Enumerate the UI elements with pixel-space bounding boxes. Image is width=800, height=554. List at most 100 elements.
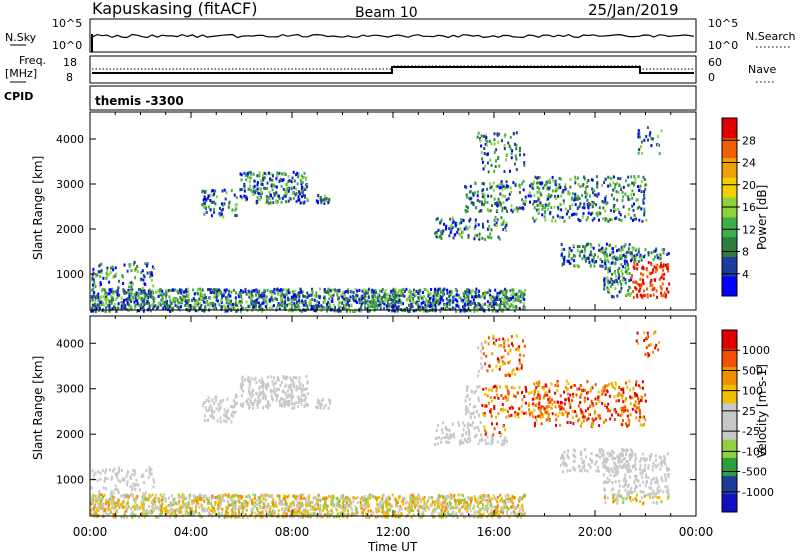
- echo-point: [248, 176, 250, 179]
- echo-point: [510, 506, 512, 509]
- echo-point: [598, 244, 600, 247]
- echo-point: [259, 171, 261, 174]
- echo-point: [647, 126, 649, 129]
- echo-point: [342, 502, 344, 505]
- echo-point: [293, 186, 295, 189]
- echo-point: [490, 195, 492, 198]
- echo-point: [213, 208, 215, 211]
- echo-point: [437, 289, 439, 292]
- echo-point: [283, 188, 285, 191]
- echo-point: [101, 503, 103, 506]
- echo-point: [628, 286, 630, 289]
- echo-point: [398, 495, 400, 498]
- echo-point: [245, 178, 247, 181]
- colorbar-tick-label: 20: [742, 179, 756, 192]
- echo-point: [211, 509, 213, 512]
- echo-point: [548, 193, 550, 196]
- echo-point: [389, 303, 391, 306]
- echo-point: [196, 496, 198, 499]
- echo-point: [574, 193, 576, 196]
- echo-point: [341, 295, 343, 298]
- echo-point: [597, 214, 599, 217]
- echo-point: [656, 264, 658, 267]
- echo-point: [636, 294, 638, 297]
- echo-point: [276, 288, 278, 291]
- echo-point: [486, 140, 488, 143]
- echo-point: [616, 190, 618, 193]
- echo-point: [648, 261, 650, 264]
- echo-point: [294, 180, 296, 183]
- nave-tick-top: 60: [708, 56, 722, 69]
- echo-point: [489, 296, 491, 299]
- echo-point: [538, 212, 540, 215]
- echo-point: [362, 511, 364, 514]
- echo-point: [200, 290, 202, 293]
- echo-point: [620, 290, 622, 293]
- echo-point: [132, 283, 134, 286]
- echo-point: [633, 203, 635, 206]
- echo-point: [211, 291, 213, 294]
- echo-point: [637, 185, 639, 188]
- echo-point: [551, 220, 553, 223]
- echo-point: [590, 265, 592, 268]
- echo-point: [331, 498, 333, 501]
- echo-point: [568, 260, 570, 263]
- echo-point: [422, 505, 424, 508]
- echo-point: [620, 283, 622, 286]
- echo-point: [242, 511, 244, 514]
- echo-point: [605, 267, 607, 270]
- echo-point: [659, 278, 661, 281]
- echo-point: [638, 189, 640, 192]
- echo-point: [293, 293, 295, 296]
- echo-point: [489, 159, 491, 162]
- echo-point: [303, 497, 305, 500]
- echo-point: [499, 193, 501, 196]
- echo-point: [614, 217, 616, 220]
- echo-point: [382, 301, 384, 304]
- echo-point: [114, 303, 116, 306]
- echo-point: [611, 252, 613, 255]
- nsky-trace: [92, 35, 694, 38]
- echo-point: [254, 494, 256, 497]
- echo-point: [651, 284, 653, 287]
- echo-point: [652, 268, 654, 271]
- echo-point: [650, 294, 652, 297]
- echo-point: [241, 188, 243, 191]
- echo-point: [632, 281, 634, 284]
- echo-point: [665, 295, 667, 298]
- echo-point: [569, 216, 571, 219]
- echo-point: [568, 255, 570, 258]
- echo-point: [165, 297, 167, 300]
- echo-point: [197, 292, 199, 295]
- echo-point: [186, 299, 188, 302]
- echo-point: [523, 188, 525, 191]
- echo-point: [240, 294, 242, 297]
- echo-point: [475, 288, 477, 291]
- echo-point: [466, 506, 468, 509]
- echo-point: [561, 243, 563, 246]
- echo-point: [162, 302, 164, 305]
- echo-point: [245, 290, 247, 293]
- echo-point: [502, 207, 504, 210]
- echo-point: [660, 285, 662, 288]
- echo-point: [604, 283, 606, 286]
- echo-point: [478, 223, 480, 226]
- echo-point: [634, 181, 636, 184]
- echo-point: [561, 264, 563, 267]
- echo-point: [272, 498, 274, 501]
- echo-point: [120, 504, 122, 507]
- echo-point: [209, 303, 211, 306]
- echo-point: [594, 253, 596, 256]
- echo-point: [288, 494, 290, 497]
- echo-point: [113, 292, 115, 295]
- echo-point: [488, 170, 490, 173]
- echo-point: [633, 175, 635, 178]
- echo-point: [540, 201, 542, 204]
- echo-point: [244, 172, 246, 175]
- echo-point: [396, 501, 398, 504]
- echo-point: [145, 510, 147, 513]
- echo-point: [475, 295, 477, 298]
- echo-point: [572, 257, 574, 260]
- echo-point: [101, 269, 103, 272]
- echo-point: [478, 132, 480, 135]
